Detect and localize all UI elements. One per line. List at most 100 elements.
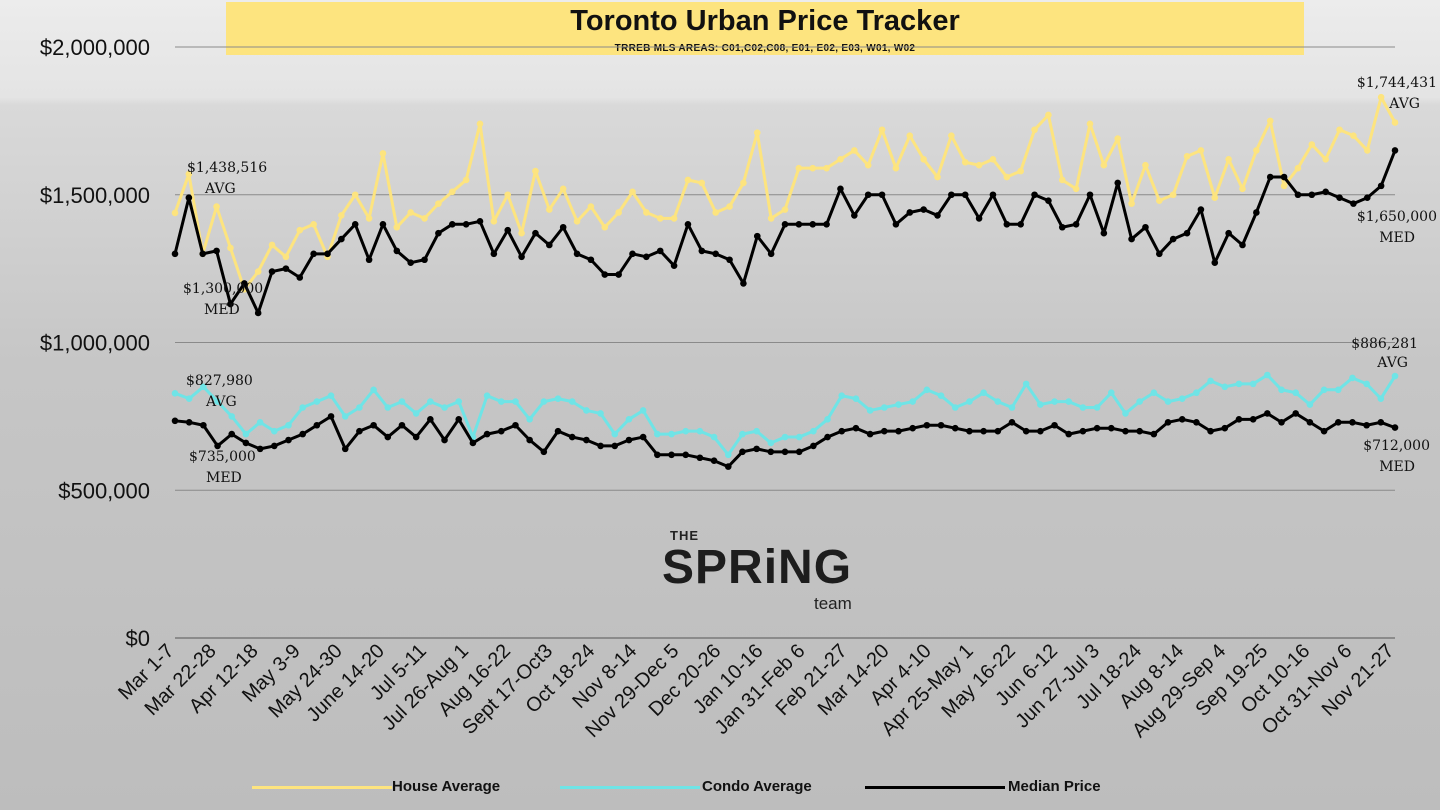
- data-point-house-average: [698, 179, 706, 187]
- data-point-house-average: [684, 176, 692, 184]
- data-point-condo-average: [1008, 404, 1016, 411]
- data-point-median-price: [241, 280, 248, 287]
- data-point-house-average: [1363, 147, 1371, 154]
- data-point-condo-median: [512, 421, 519, 429]
- data-point-median-price: [1391, 147, 1399, 154]
- data-point-median-price: [393, 247, 401, 255]
- data-point-median-price: [546, 241, 553, 249]
- data-point-median-price: [1100, 229, 1108, 237]
- data-point-condo-median: [724, 463, 732, 470]
- data-point-condo-median: [1221, 424, 1229, 432]
- data-point-median-price: [573, 250, 581, 258]
- data-point-condo-median: [441, 436, 448, 444]
- data-point-condo-average: [951, 404, 959, 411]
- data-point-condo-median: [1363, 421, 1370, 429]
- data-point-condo-median: [625, 436, 633, 444]
- data-point-condo-average: [370, 386, 377, 394]
- data-point-condo-average: [1363, 380, 1370, 388]
- data-point-condo-average: [271, 427, 278, 435]
- data-point-condo-average: [739, 430, 746, 438]
- data-point-median-price: [296, 274, 304, 281]
- title-banner: Toronto Urban Price Tracker TRREB MLS AR…: [226, 2, 1304, 55]
- data-point-house-average: [656, 215, 664, 222]
- data-point-median-price: [643, 253, 650, 261]
- annotation-condo-median-start-value: $735,000: [189, 449, 256, 465]
- data-point-house-average: [254, 268, 262, 275]
- data-point-house-average: [892, 164, 900, 172]
- data-point-condo-average: [384, 404, 392, 411]
- data-point-condo-median: [1065, 430, 1073, 438]
- data-point-house-average: [1280, 182, 1288, 190]
- data-point-median-price: [684, 221, 692, 228]
- data-point-house-average: [823, 164, 830, 172]
- data-point-condo-median: [781, 448, 789, 456]
- legend-label-condo: Condo Average: [702, 778, 812, 795]
- data-point-median-price: [1058, 223, 1066, 231]
- data-point-median-price: [1017, 221, 1024, 228]
- data-point-median-price: [351, 221, 359, 228]
- data-point-condo-median: [696, 454, 704, 462]
- annotation-condo-start-tag: AVG: [205, 394, 237, 410]
- data-point-median-price: [1114, 179, 1122, 187]
- data-point-house-average: [268, 241, 276, 249]
- data-point-house-average: [1197, 147, 1205, 154]
- data-point-median-price: [726, 256, 733, 264]
- data-point-median-price: [1322, 188, 1329, 196]
- data-point-median-price: [185, 194, 193, 202]
- data-point-condo-average: [412, 410, 420, 417]
- data-point-condo-median: [1150, 430, 1158, 438]
- data-point-median-price: [712, 250, 719, 258]
- data-point-condo-median: [412, 433, 420, 441]
- data-point-median-price: [1253, 209, 1260, 216]
- data-point-condo-average: [313, 398, 321, 405]
- annotation-median-end-tag: MED: [1379, 230, 1415, 246]
- data-point-median-price: [753, 232, 761, 240]
- data-point-house-average: [365, 215, 373, 222]
- data-point-house-average: [767, 215, 775, 222]
- data-point-median-price: [504, 226, 512, 234]
- data-point-median-price: [338, 235, 345, 243]
- data-point-house-average: [448, 188, 456, 196]
- data-point-condo-average: [696, 427, 704, 435]
- data-point-house-average: [310, 221, 317, 228]
- data-point-condo-average: [285, 421, 292, 429]
- data-point-condo-average: [1207, 377, 1214, 385]
- data-point-condo-median: [1320, 427, 1328, 435]
- data-point-condo-median: [469, 439, 477, 447]
- annotation-condo-median-end-value: $712,000: [1363, 438, 1430, 454]
- data-point-house-average: [1031, 126, 1038, 134]
- data-point-condo-median: [1178, 416, 1186, 423]
- logo-the-text: THE: [670, 528, 699, 543]
- logo-spring-text: SPRiNG: [662, 541, 853, 594]
- data-point-condo-average: [171, 390, 179, 397]
- data-point-condo-median: [895, 427, 902, 435]
- data-point-condo-average: [611, 430, 619, 438]
- data-point-condo-median: [639, 433, 647, 441]
- annotation-condo-end-value: $886,281: [1351, 336, 1418, 352]
- data-point-condo-median: [370, 421, 377, 429]
- data-point-condo-median: [1264, 410, 1271, 417]
- y-tick-label: $500,000: [58, 478, 150, 503]
- data-point-condo-average: [1221, 383, 1229, 391]
- data-point-house-average: [740, 179, 747, 187]
- data-point-condo-median: [739, 448, 746, 456]
- data-point-house-average: [1211, 194, 1219, 202]
- data-point-condo-median: [611, 442, 619, 450]
- data-point-median-price: [282, 265, 290, 272]
- data-point-condo-median: [838, 427, 846, 435]
- data-point-house-average: [1100, 161, 1108, 169]
- chart-title: Toronto Urban Price Tracker: [570, 5, 960, 37]
- data-point-median-price: [1363, 194, 1371, 202]
- data-point-median-price: [989, 191, 997, 199]
- data-point-condo-average: [852, 395, 860, 402]
- y-tick-label: $2,000,000: [40, 35, 150, 60]
- data-point-house-average: [975, 161, 983, 169]
- data-point-median-price: [961, 191, 969, 199]
- data-point-house-average: [1225, 155, 1232, 163]
- data-point-condo-median: [256, 445, 264, 453]
- data-point-condo-average: [483, 392, 491, 399]
- data-point-house-average: [504, 191, 512, 199]
- annotation-condo-median-end-tag: MED: [1379, 459, 1415, 475]
- data-point-condo-median: [1249, 416, 1257, 423]
